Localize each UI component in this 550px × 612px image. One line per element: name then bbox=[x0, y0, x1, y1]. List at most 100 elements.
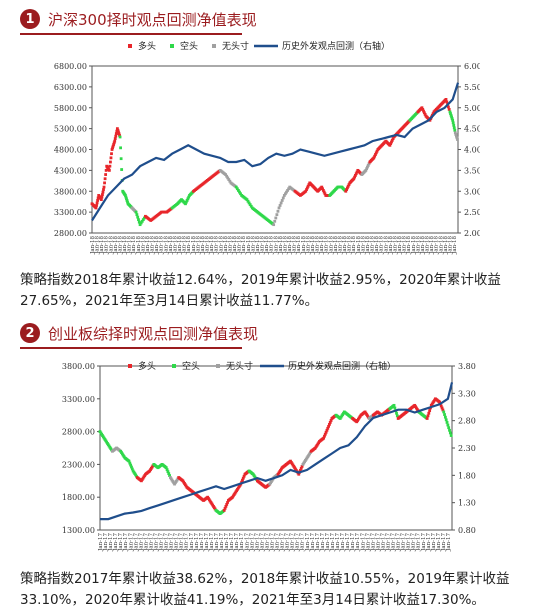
index-point bbox=[347, 183, 351, 186]
index-point bbox=[448, 110, 452, 114]
x-tick-label: Jan-17 bbox=[305, 533, 311, 552]
index-point bbox=[455, 136, 459, 140]
x-tick-label: Jan-18 bbox=[319, 236, 325, 255]
index-point bbox=[454, 134, 458, 138]
index-point bbox=[225, 174, 229, 178]
index-point bbox=[118, 133, 121, 137]
x-tick-label: Jan-18 bbox=[370, 236, 376, 255]
index-point bbox=[278, 204, 282, 207]
x-tick-label: Jan-17 bbox=[310, 533, 316, 552]
y-right-tick-label: 4.50 bbox=[464, 125, 480, 134]
index-point bbox=[245, 198, 249, 201]
index-point bbox=[321, 189, 325, 192]
x-tick-label: Jan-17 bbox=[290, 533, 296, 552]
index-point bbox=[164, 466, 168, 470]
x-tick-label: Jan-17 bbox=[234, 533, 240, 552]
x-tick-label: Jan-18 bbox=[131, 236, 137, 255]
x-tick-label: Jan-17 bbox=[128, 533, 134, 552]
index-point bbox=[226, 501, 229, 504]
x-tick-label: Jan-17 bbox=[446, 533, 452, 552]
x-tick-label: Jan-17 bbox=[264, 533, 270, 552]
index-point bbox=[239, 192, 242, 196]
x-tick-label: Jan-17 bbox=[335, 533, 341, 552]
index-point bbox=[445, 100, 449, 104]
x-tick-label: Jan-17 bbox=[350, 533, 356, 552]
index-point bbox=[420, 106, 424, 110]
x-tick-label: Jan-17 bbox=[370, 533, 376, 552]
x-tick-label: Jan-18 bbox=[315, 236, 321, 255]
index-point bbox=[366, 165, 369, 169]
index-point bbox=[123, 194, 127, 197]
index-point bbox=[427, 411, 431, 415]
chart-1-container: 2800.00 3300.00 3800.00 4300.00 4800.00 5300.… bbox=[20, 36, 482, 270]
index-point bbox=[452, 126, 456, 130]
x-tick-label: Jan-17 bbox=[159, 533, 165, 552]
x-tick-label: Jan-17 bbox=[421, 533, 427, 552]
y-right-tick-label: 5.50 bbox=[464, 83, 480, 92]
x-tick-label: Jan-18 bbox=[374, 236, 380, 255]
x-tick-label: Jan-17 bbox=[229, 533, 235, 552]
index-point bbox=[166, 470, 170, 474]
legend-marker bbox=[172, 364, 176, 368]
x-tick-label: Jan-18 bbox=[246, 236, 252, 255]
x-tick-label: Jan-17 bbox=[345, 533, 351, 552]
index-point bbox=[450, 117, 454, 121]
index-point bbox=[447, 108, 451, 111]
index-point bbox=[452, 123, 456, 127]
x-tick-label: Jan-18 bbox=[104, 236, 110, 255]
legend-label: 历史外发观点回测（右轴） bbox=[288, 360, 396, 372]
index-point bbox=[109, 160, 112, 164]
y-right-tick-label: 3.80 bbox=[458, 362, 476, 371]
x-tick-label: Jan-17 bbox=[280, 533, 286, 552]
index-point bbox=[389, 142, 393, 146]
x-tick-label: Jan-18 bbox=[301, 236, 307, 255]
y-right-tick-label: 3.50 bbox=[464, 166, 480, 175]
index-point bbox=[286, 189, 289, 192]
x-tick-label: Jan-18 bbox=[438, 236, 444, 255]
index-point bbox=[138, 223, 142, 227]
index-point bbox=[391, 137, 395, 141]
y-right-tick-label: 4.00 bbox=[464, 146, 480, 155]
index-point bbox=[320, 185, 324, 189]
index-point bbox=[344, 189, 348, 193]
x-tick-label: Jan-18 bbox=[191, 236, 197, 255]
index-point bbox=[246, 199, 250, 203]
index-point bbox=[223, 506, 227, 510]
legend-label: 多头 bbox=[138, 40, 156, 52]
x-tick-label: Jan-18 bbox=[392, 236, 398, 255]
x-tick-label: Jan-18 bbox=[278, 236, 284, 255]
x-tick-label: Jan-17 bbox=[300, 533, 306, 552]
index-point bbox=[114, 132, 118, 136]
index-point bbox=[443, 413, 446, 416]
x-tick-label: Jan-18 bbox=[296, 236, 302, 255]
y-right-tick-label: 3.00 bbox=[464, 187, 480, 196]
index-point bbox=[322, 436, 326, 440]
index-point bbox=[137, 218, 140, 222]
index-point bbox=[94, 206, 98, 210]
x-tick-label: Jan-17 bbox=[244, 533, 250, 552]
index-point bbox=[374, 153, 377, 156]
index-point bbox=[448, 428, 451, 432]
x-tick-label: Jan-17 bbox=[325, 533, 331, 552]
index-point bbox=[110, 152, 113, 156]
index-point bbox=[297, 472, 301, 476]
index-point bbox=[441, 408, 445, 412]
index-point bbox=[281, 196, 285, 200]
x-tick-label: Jan-18 bbox=[150, 236, 156, 255]
x-tick-label: Jan-17 bbox=[224, 533, 230, 552]
index-point bbox=[442, 410, 446, 414]
x-tick-label: Jan-18 bbox=[351, 236, 357, 255]
x-tick-label: Jan-18 bbox=[113, 236, 119, 255]
x-tick-label: Jan-17 bbox=[219, 533, 225, 552]
y-right-tick-label: 2.80 bbox=[458, 417, 476, 426]
index-point bbox=[445, 421, 449, 424]
x-tick-label: Jan-18 bbox=[182, 236, 188, 255]
plot-area bbox=[99, 365, 453, 531]
index-point bbox=[345, 188, 348, 191]
section-2-header: 2 创业板综择时观点回测净值表现 bbox=[20, 320, 258, 346]
index-point bbox=[449, 113, 453, 117]
x-tick-label: Jan-18 bbox=[250, 236, 256, 255]
index-point bbox=[249, 204, 253, 208]
backtest-line bbox=[91, 82, 460, 222]
index-point bbox=[238, 190, 241, 194]
